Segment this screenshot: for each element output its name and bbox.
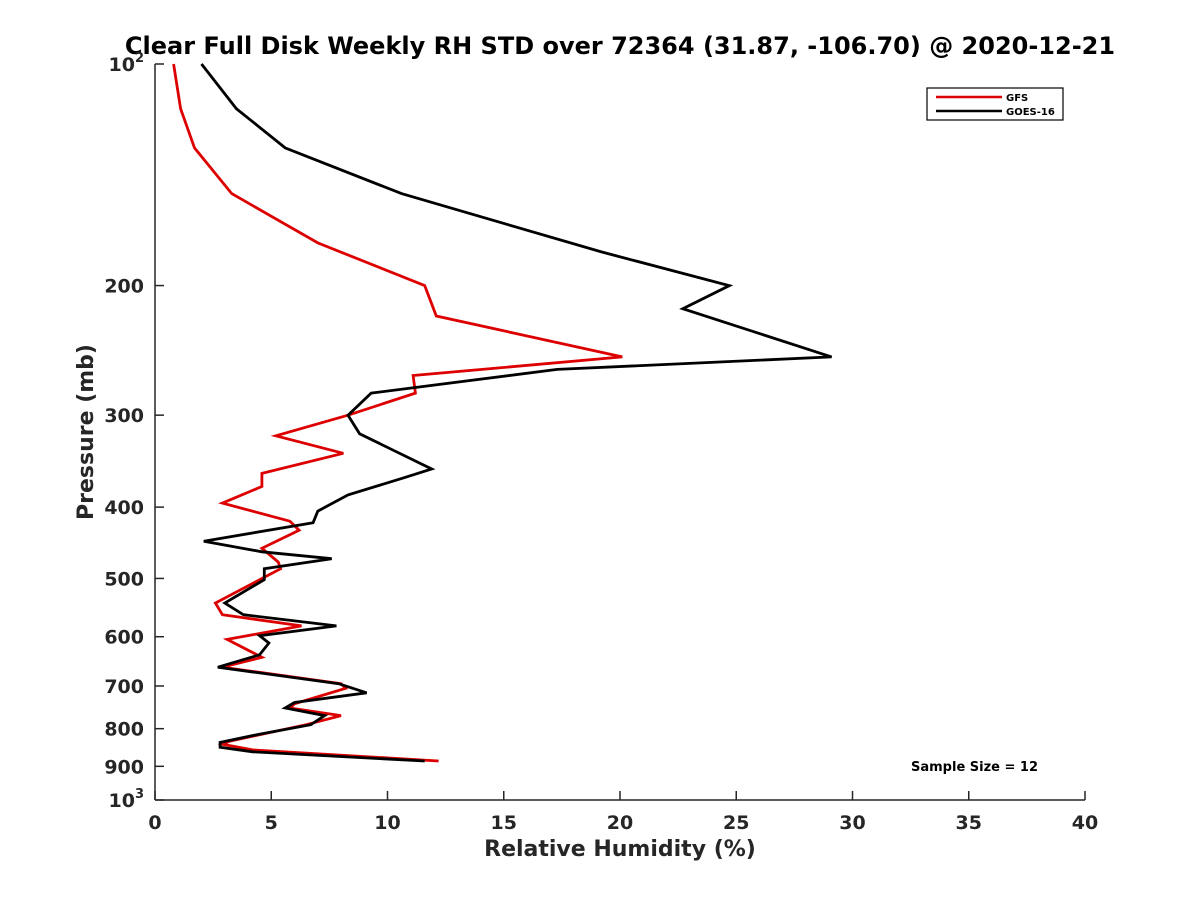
x-ticks: 0 5 10 15 20 25 30 35 40: [148, 791, 1098, 834]
x-tick-label: 25: [723, 812, 749, 834]
y-tick-label: 700: [104, 676, 144, 698]
x-tick-label: 40: [1072, 812, 1098, 834]
sample-size-annotation: Sample Size = 12: [911, 760, 1038, 775]
legend: GFS GOES-16: [926, 87, 1064, 121]
y-tick-label: 103: [109, 787, 145, 812]
x-tick-label: 15: [491, 812, 517, 834]
legend-label-gfs: GFS: [1006, 93, 1028, 104]
legend-box: [926, 87, 1064, 121]
y-tick-base: 10: [109, 790, 135, 812]
y-tick-exponent: 3: [135, 787, 144, 802]
y-tick-label: 300: [104, 405, 144, 427]
y-tick-label: 400: [104, 497, 144, 519]
y-tick-label: 600: [104, 627, 144, 649]
y-tick-base: 10: [109, 54, 135, 76]
plot-area: 0 5 10 15 20 25 30 35 40 10220030040050060070080…: [104, 51, 1098, 834]
y-tick-label: 102: [109, 51, 145, 76]
legend-label-goes-16: GOES-16: [1006, 107, 1055, 118]
y-axis-label: Pressure (mb): [74, 344, 99, 520]
series-line-goes-16: [200, 63, 833, 763]
chart-title: Clear Full Disk Weekly RH STD over 72364…: [125, 32, 1115, 60]
y-tick-label: 800: [104, 719, 144, 741]
x-tick-label: 30: [839, 812, 865, 834]
x-tick-label: 5: [265, 812, 278, 834]
series-line-gfs: [172, 63, 623, 763]
y-tick-label: 500: [104, 568, 144, 590]
y-tick-exponent: 2: [135, 51, 144, 66]
x-tick-label: 20: [607, 812, 633, 834]
y-tick-label: 900: [104, 756, 144, 778]
y-tick-label: 200: [104, 276, 144, 298]
x-axis-label: Relative Humidity (%): [484, 837, 756, 862]
series-layer: [172, 63, 833, 763]
x-tick-label: 0: [148, 812, 161, 834]
x-tick-label: 35: [956, 812, 982, 834]
x-tick-label: 10: [374, 812, 400, 834]
